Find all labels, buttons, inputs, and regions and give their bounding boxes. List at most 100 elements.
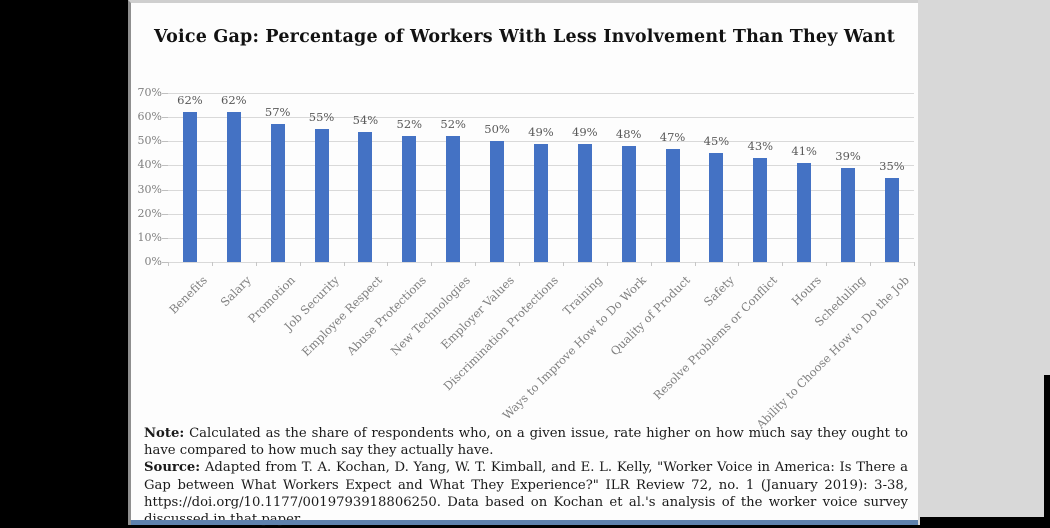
bar-value-label: 49%	[528, 124, 554, 139]
bar-slot: 48%	[607, 93, 651, 262]
bar-Employee Respect	[358, 131, 373, 262]
x-axis-tick	[255, 262, 257, 266]
gridline	[168, 141, 914, 143]
y-axis-label: 20%	[137, 206, 162, 220]
x-axis-tick	[168, 262, 169, 266]
y-axis-tick	[162, 117, 168, 119]
x-axis-tick	[738, 262, 740, 266]
y-axis-tick	[162, 213, 168, 215]
bottom-blue-strip	[131, 520, 918, 525]
bar-value-label: 52%	[396, 117, 423, 132]
bar-value-label: 54%	[352, 112, 379, 127]
gridline	[168, 117, 914, 119]
bar-slot: 49%	[563, 93, 607, 262]
x-axis-tick	[562, 262, 564, 266]
bar-value-label: 49%	[572, 124, 598, 139]
source-text: Adapted from T. A. Kochan, D. Yang, W. T…	[144, 460, 908, 527]
bar-Training	[577, 143, 592, 262]
y-axis-tick	[162, 189, 168, 191]
y-axis-label: 50%	[137, 134, 162, 148]
bar-New Technologies	[446, 136, 461, 262]
bar-value-label: 45%	[703, 134, 730, 149]
window-bottom-edge	[920, 517, 1050, 525]
bar-Quality of Product	[665, 148, 680, 262]
bar-Promotion	[270, 124, 285, 262]
bar-Discrimination Protections	[533, 143, 548, 262]
bar-value-label: 62%	[221, 93, 247, 108]
x-axis-tick	[870, 262, 872, 266]
bar-slot: 45%	[695, 93, 739, 262]
bar-slot: 52%	[431, 93, 475, 262]
x-axis-tick	[343, 262, 345, 266]
bar-value-label: 62%	[177, 93, 203, 108]
bar-slot: 62%	[212, 93, 256, 262]
bar-Safety	[709, 153, 724, 262]
x-axis-tick	[475, 262, 477, 266]
bar-Resolve Problems or Conflict	[753, 158, 768, 262]
bar-slot: 55%	[300, 93, 344, 262]
y-axis-label: 0%	[144, 255, 162, 268]
bar-Abuse Protections	[402, 136, 417, 262]
y-axis-tick	[162, 165, 168, 167]
y-axis-tick	[162, 141, 168, 143]
bar-Ways to Improve How to Do Work	[621, 146, 636, 262]
y-axis-tick	[162, 262, 168, 263]
gridline	[168, 262, 914, 263]
bar-slot: 57%	[256, 93, 300, 262]
y-axis-label: 70%	[137, 86, 162, 99]
note-text: Calculated as the share of respondents w…	[144, 426, 908, 459]
bar-Employer Values	[490, 141, 505, 262]
bar-value-label: 50%	[484, 122, 510, 137]
bar-Benefits	[182, 112, 197, 262]
bar-slot: 47%	[651, 93, 695, 262]
x-axis-tick	[211, 262, 213, 266]
chart-title: Voice Gap: Percentage of Workers With Le…	[153, 27, 896, 47]
bar-slot: 41%	[782, 93, 826, 262]
bar-value-label: 55%	[308, 110, 335, 125]
bar-Job Security	[314, 129, 329, 262]
bar-slot: 50%	[475, 93, 519, 262]
window-right-gray-area	[918, 0, 1050, 525]
window-right-edge	[1044, 375, 1050, 525]
bars-layer: 62% 62% 57% 55% 54% 52% 52% 50% 49% 49% 48% 47% 45% 4…	[168, 93, 914, 262]
y-axis-label: 40%	[137, 158, 162, 172]
footnote-block: Note: Calculated as the share of respond…	[144, 425, 908, 528]
bar-value-label: 57%	[264, 105, 291, 120]
bar-value-label: 47%	[659, 129, 686, 144]
x-axis-tick	[782, 262, 784, 266]
bar-Scheduling	[841, 167, 856, 262]
x-axis-tick	[694, 262, 696, 266]
note-label: Note:	[144, 426, 185, 441]
bar-value-label: 43%	[747, 139, 774, 154]
figure-panel: Voice Gap: Percentage of Workers With Le…	[128, 0, 918, 528]
bar-Ability to Choose How to Do the Job	[884, 177, 899, 262]
y-axis-tick	[162, 93, 168, 94]
bar-slot: 54%	[344, 93, 388, 262]
x-axis-tick	[826, 262, 828, 266]
bar-slot: 43%	[738, 93, 782, 262]
bar-slot: 35%	[870, 93, 914, 262]
x-axis-labels: Benefits Salary Promotion Job Security Emplo…	[166, 262, 915, 431]
x-axis-tick	[299, 262, 301, 266]
bar-value-label: 48%	[615, 127, 642, 142]
x-axis-tick	[387, 262, 389, 266]
bar-value-label: 41%	[791, 144, 817, 159]
x-axis-tick	[606, 262, 608, 266]
x-axis-tick	[431, 262, 433, 266]
source-paragraph: Source: Adapted from T. A. Kochan, D. Ya…	[144, 459, 908, 528]
bar-value-label: 52%	[440, 117, 466, 132]
y-axis-tick	[162, 237, 168, 239]
y-axis-label: 10%	[137, 230, 162, 244]
bar-Salary	[226, 112, 241, 262]
bar-slot: 39%	[826, 93, 870, 262]
bar-slot: 52%	[387, 93, 431, 262]
bar-Hours	[797, 163, 812, 262]
y-axis-label: 60%	[137, 110, 162, 124]
x-axis-tick	[914, 262, 915, 266]
plot-area: 70% 60% 50% 40% 30% 20% 10% 0% 62% 62% 57% 55% 54% 5…	[138, 86, 914, 268]
bar-value-label: 35%	[879, 158, 905, 173]
y-axis-label: 30%	[137, 182, 162, 196]
gridline	[168, 93, 914, 94]
x-axis-tick	[519, 262, 521, 266]
